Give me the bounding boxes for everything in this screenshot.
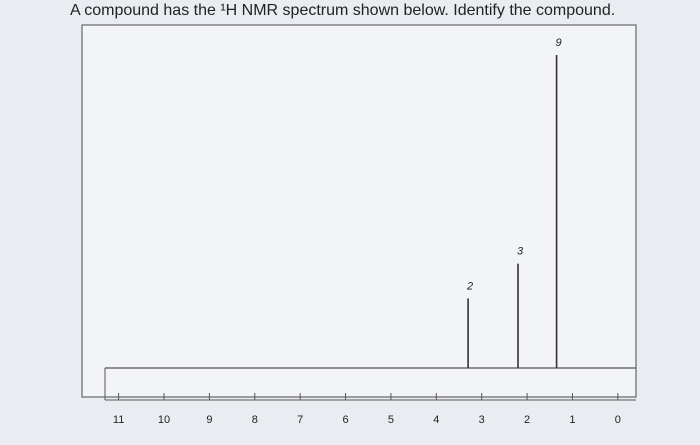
x-tick-label: 7 [297,414,303,426]
x-tick-label: 6 [342,414,348,426]
peak-label: 3 [517,246,524,258]
x-tick-label: 1 [569,414,575,426]
peak-label: 9 [556,37,562,49]
x-tick-label: 11 [113,414,124,426]
x-tick-label: 9 [206,414,212,426]
x-tick-label: 2 [524,414,530,426]
x-tick-label: 0 [615,414,621,426]
chart-title: A compound has the ¹H NMR spectrum shown… [70,2,615,19]
peak-label: 2 [466,280,473,292]
x-tick-label: 4 [433,414,439,426]
x-tick-label: 10 [158,414,170,426]
plot-frame [81,24,637,398]
x-tick-label: 3 [479,414,485,426]
x-tick-label: 5 [388,414,394,426]
x-tick-label: 8 [252,414,258,426]
